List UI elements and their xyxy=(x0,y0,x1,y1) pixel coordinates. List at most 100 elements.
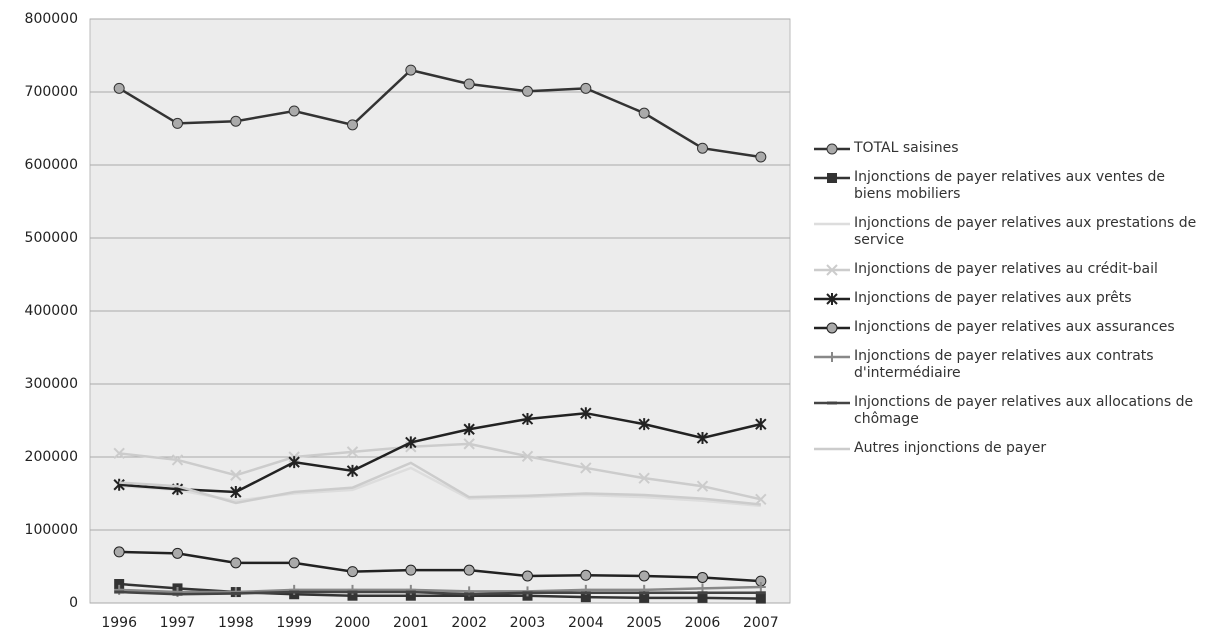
marker xyxy=(113,447,125,460)
marker xyxy=(639,592,650,603)
marker xyxy=(522,570,533,582)
marker-shape xyxy=(288,456,300,469)
marker xyxy=(230,557,242,569)
marker xyxy=(826,293,838,305)
x-tick-label: 1998 xyxy=(218,615,254,631)
marker-shape xyxy=(172,547,183,559)
marker-shape xyxy=(755,581,766,592)
marker-shape xyxy=(230,469,242,481)
x-tick-label: 2001 xyxy=(393,615,429,631)
marker xyxy=(580,462,592,474)
marker-shape xyxy=(580,407,592,420)
marker-shape xyxy=(755,493,767,506)
marker xyxy=(347,590,358,601)
marker xyxy=(580,82,592,94)
marker xyxy=(521,413,534,426)
legend-item: Injonctions de payer relatives aux prêts xyxy=(812,290,1202,307)
marker xyxy=(347,566,358,578)
marker-shape xyxy=(346,446,359,458)
x-tick-label: 1999 xyxy=(276,615,312,631)
marker-shape xyxy=(288,557,300,569)
marker xyxy=(755,493,767,506)
marker-shape xyxy=(230,557,242,569)
marker-shape xyxy=(347,590,358,601)
x-tick-label: 2003 xyxy=(510,615,546,631)
legend-label: Injonctions de payer relatives aux contr… xyxy=(854,348,1154,381)
legend-swatch xyxy=(814,447,850,451)
marker-shape xyxy=(826,264,838,276)
y-tick-label: 700000 xyxy=(25,84,78,100)
legend-swatch xyxy=(814,293,850,305)
marker xyxy=(755,581,766,592)
marker xyxy=(114,579,125,590)
legend-label: Injonctions de payer relatives aux assur… xyxy=(854,319,1175,335)
series-line xyxy=(119,590,761,596)
marker xyxy=(827,173,837,183)
marker-shape xyxy=(697,571,708,583)
legend-item: Injonctions de payer relatives aux alloc… xyxy=(812,394,1202,428)
marker xyxy=(288,456,300,469)
marker-shape xyxy=(580,569,592,581)
x-tick-label: 2002 xyxy=(451,615,487,631)
series-line xyxy=(118,68,762,159)
marker xyxy=(463,78,475,90)
y-tick-label: 600000 xyxy=(25,157,78,173)
x-tick-label: 2000 xyxy=(335,615,371,631)
marker-shape xyxy=(463,564,475,576)
legend-label: Injonctions de payer relatives aux vente… xyxy=(854,169,1165,202)
marker xyxy=(827,352,837,362)
marker xyxy=(463,564,475,576)
marker-shape xyxy=(826,322,838,334)
y-tick-label: 100000 xyxy=(25,522,78,538)
marker xyxy=(826,322,838,334)
legend-label: Autres injonctions de payer xyxy=(854,440,1047,456)
marker xyxy=(638,570,650,582)
marker-shape xyxy=(113,546,125,558)
marker xyxy=(521,450,534,462)
marker xyxy=(405,564,417,576)
legend-label: Injonctions de payer relatives aux alloc… xyxy=(854,394,1194,427)
legend-item: Injonctions de payer relatives aux prest… xyxy=(812,215,1202,249)
marker-shape xyxy=(638,570,650,582)
series-line xyxy=(119,585,761,594)
legend-swatch xyxy=(814,222,850,226)
legend-label: Injonctions de payer relatives aux prêts xyxy=(854,290,1132,306)
marker-shape xyxy=(114,579,125,590)
x-tick-label: 2006 xyxy=(685,615,721,631)
y-tick-label: 0 xyxy=(69,595,78,611)
y-tick-label: 800000 xyxy=(25,11,78,27)
legend-label: Injonctions de payer relatives aux prest… xyxy=(854,215,1197,248)
marker xyxy=(755,151,767,163)
marker-shape xyxy=(827,352,837,362)
marker-shape xyxy=(172,117,183,129)
marker-shape xyxy=(171,454,184,466)
x-tick-label: 1997 xyxy=(160,615,196,631)
marker-shape xyxy=(463,438,475,450)
marker-shape xyxy=(463,78,475,90)
x-tick-label: 1996 xyxy=(101,615,137,631)
y-tick-label: 500000 xyxy=(25,230,78,246)
marker-shape xyxy=(696,480,709,492)
marker xyxy=(463,438,475,450)
legend-swatch xyxy=(814,322,850,334)
marker-shape xyxy=(113,478,125,491)
x-tick-label: 2007 xyxy=(743,615,779,631)
legend-label: TOTAL saisines xyxy=(854,140,959,156)
marker-shape xyxy=(230,486,242,499)
marker-shape xyxy=(521,413,534,426)
marker xyxy=(696,432,709,445)
marker-shape xyxy=(113,447,125,460)
marker-shape xyxy=(638,418,650,431)
marker xyxy=(288,105,300,117)
marker xyxy=(288,557,300,569)
marker xyxy=(697,592,708,603)
marker xyxy=(697,571,708,583)
legend-item: Autres injonctions de payer xyxy=(812,440,1202,457)
marker-shape xyxy=(405,64,417,76)
marker-shape xyxy=(347,566,358,578)
marker-shape xyxy=(580,462,592,474)
marker xyxy=(522,85,533,97)
marker-shape xyxy=(638,472,650,484)
marker-shape xyxy=(826,293,838,305)
